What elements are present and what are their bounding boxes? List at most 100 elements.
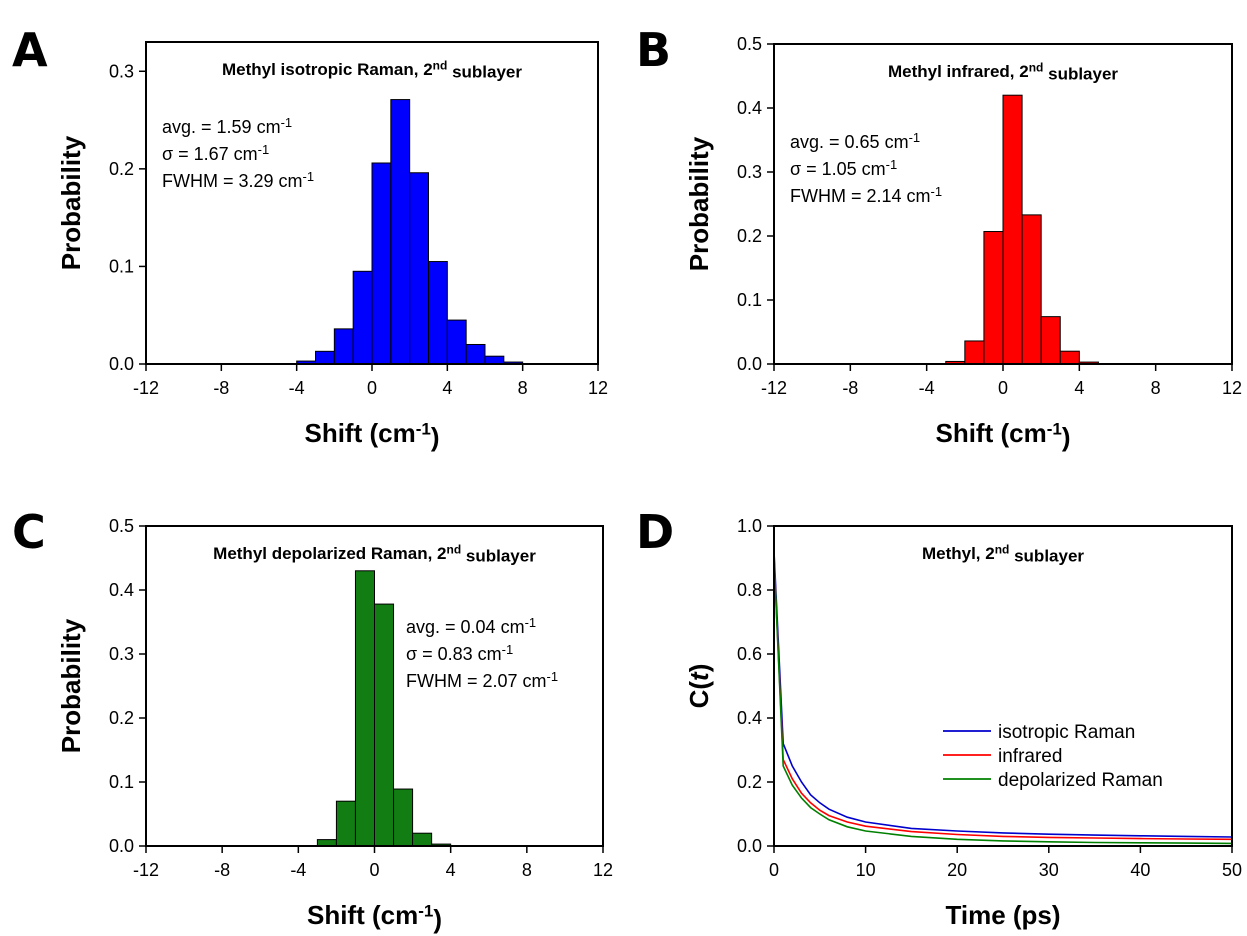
x-tick-label: 0 <box>998 378 1008 398</box>
panel-letter: D <box>636 505 674 559</box>
y-tick-label: 0.0 <box>737 836 762 856</box>
y-tick-label: 0.1 <box>109 772 134 792</box>
histogram-bar <box>484 355 505 365</box>
legend-label: infrared <box>998 746 1062 767</box>
histogram-bar <box>1040 316 1061 365</box>
panel-title: Methyl depolarized Raman, 2nd sublayer <box>213 543 536 566</box>
x-tick-label: 30 <box>1039 860 1059 880</box>
stat-line: σ = 0.83 cm-1 <box>406 642 513 664</box>
histogram-bar <box>371 162 392 365</box>
stat-line: σ = 1.67 cm-1 <box>162 142 269 164</box>
y-tick-label: 0.1 <box>737 290 762 310</box>
x-tick-label: -4 <box>289 378 305 398</box>
x-tick-label: -8 <box>214 860 230 880</box>
histogram-bar <box>333 328 354 365</box>
x-tick-label: 40 <box>1130 860 1150 880</box>
histogram-bar <box>315 350 335 365</box>
series-line <box>773 557 1233 841</box>
y-tick-label: 0.4 <box>109 580 134 600</box>
x-tick-label: -4 <box>290 860 306 880</box>
y-axis-label: Probability <box>56 618 86 753</box>
panel-title: Methyl infrared, 2nd sublayer <box>888 61 1118 84</box>
x-tick-label: -8 <box>842 378 858 398</box>
stat-line: FWHM = 2.14 cm-1 <box>790 184 942 206</box>
x-tick-label: 4 <box>1074 378 1084 398</box>
histogram-bar <box>393 788 414 847</box>
x-axis-label: Time (ps) <box>945 900 1060 930</box>
x-tick-label: 12 <box>593 860 613 880</box>
x-tick-label: -12 <box>133 860 159 880</box>
histogram-bar <box>352 270 373 365</box>
x-tick-label: 8 <box>1151 378 1161 398</box>
y-tick-label: 0.3 <box>109 61 134 81</box>
stat-line: avg. = 1.59 cm-1 <box>162 115 292 137</box>
panel-letter: A <box>12 23 48 77</box>
y-tick-label: 0.0 <box>109 836 134 856</box>
histogram-bar <box>1059 350 1080 365</box>
histogram-bar <box>964 340 985 365</box>
y-tick-label: 0.0 <box>109 354 134 374</box>
x-axis-label: Shift (cm-1) <box>935 418 1070 452</box>
y-tick-label: 0.0 <box>737 354 762 374</box>
x-tick-label: 50 <box>1222 860 1242 880</box>
histogram-bar <box>412 832 433 847</box>
plot-frame <box>773 525 1233 847</box>
x-tick-label: -8 <box>213 378 229 398</box>
x-axis-label: Shift (cm-1) <box>304 418 439 452</box>
x-tick-label: 0 <box>369 860 379 880</box>
y-tick-label: 0.2 <box>109 708 134 728</box>
x-tick-label: 10 <box>856 860 876 880</box>
panel-title: Methyl isotropic Raman, 2nd sublayer <box>222 59 522 82</box>
histogram-bar <box>1002 94 1023 365</box>
histogram-bar <box>983 231 1004 365</box>
stat-line: avg. = 0.65 cm-1 <box>790 130 920 152</box>
x-tick-label: 0 <box>367 378 377 398</box>
y-tick-label: 0.6 <box>737 644 762 664</box>
histogram-bar <box>446 319 467 365</box>
panel-letter: C <box>12 505 46 559</box>
x-axis-label: Shift (cm-1) <box>307 900 442 934</box>
y-tick-label: 0.8 <box>737 580 762 600</box>
x-tick-label: -4 <box>919 378 935 398</box>
x-tick-label: 12 <box>588 378 608 398</box>
histogram-bar <box>374 603 395 847</box>
y-axis-label: Probability <box>56 135 86 270</box>
y-tick-label: 0.2 <box>737 772 762 792</box>
x-tick-label: 8 <box>522 860 532 880</box>
y-tick-label: 0.2 <box>737 226 762 246</box>
panel-c: C -12 -8 -4 0 4 8 12 0.0 0.1 0.2 0.3 0.4 0.5 Methyl de… <box>12 505 613 934</box>
legend-label: isotropic Raman <box>998 722 1135 743</box>
series-line <box>773 557 1233 845</box>
panel-b: B -12 -8 -4 0 4 8 12 0.0 0.1 0.2 0.3 0.4 0.5 Methyl in… <box>636 23 1242 452</box>
stat-line: FWHM = 3.29 cm-1 <box>162 169 314 191</box>
x-tick-label: 4 <box>446 860 456 880</box>
x-tick-label: -12 <box>133 378 159 398</box>
histogram-bar <box>465 343 486 365</box>
series-line <box>773 551 1233 838</box>
panel-title: Methyl, 2nd sublayer <box>922 543 1084 566</box>
stat-line: avg. = 0.04 cm-1 <box>406 615 536 637</box>
x-tick-label: 0 <box>769 860 779 880</box>
y-tick-label: 0.1 <box>109 256 134 276</box>
x-tick-label: -12 <box>761 378 787 398</box>
legend-label: depolarized Raman <box>998 770 1163 791</box>
y-tick-label: 0.5 <box>109 516 134 536</box>
y-tick-label: 0.5 <box>737 34 762 54</box>
histogram-bar <box>428 261 448 365</box>
stat-line: σ = 1.05 cm-1 <box>790 157 897 179</box>
stat-line: FWHM = 2.07 cm-1 <box>406 669 558 691</box>
y-tick-label: 0.2 <box>109 159 134 179</box>
x-tick-label: 8 <box>518 378 528 398</box>
x-tick-label: 4 <box>442 378 452 398</box>
histogram-bar <box>1021 214 1042 365</box>
y-tick-label: 0.4 <box>737 708 762 728</box>
x-tick-label: 12 <box>1222 378 1242 398</box>
histogram-bar <box>354 570 376 847</box>
y-tick-label: 0.4 <box>737 98 762 118</box>
x-tick-label: 20 <box>947 860 967 880</box>
y-tick-label: 0.3 <box>737 162 762 182</box>
y-tick-label: 1.0 <box>737 516 762 536</box>
panel-a: A -12 -8 -4 0 4 8 12 0.0 0.1 0.2 0.3 Methyl isotropi… <box>12 23 608 452</box>
y-axis-label: C(t) <box>684 664 714 709</box>
